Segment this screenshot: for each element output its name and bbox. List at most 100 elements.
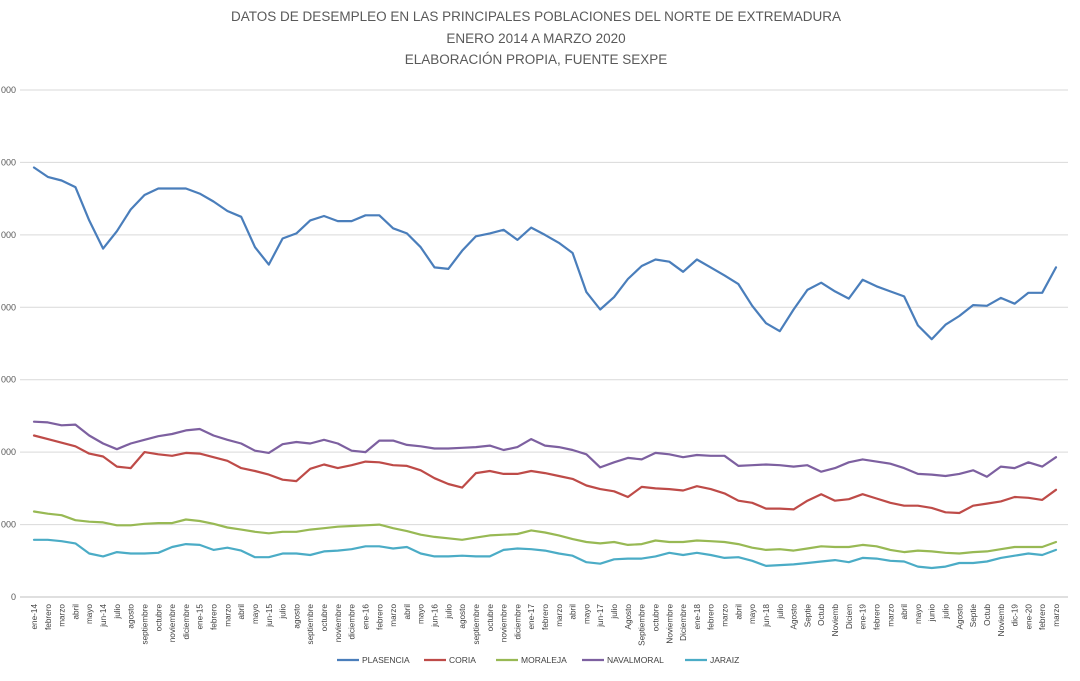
data-point	[1027, 497, 1029, 499]
data-point	[240, 549, 242, 551]
x-tick-label: marzo	[389, 604, 398, 627]
data-point	[130, 552, 132, 554]
data-point	[364, 214, 366, 216]
data-point	[240, 442, 242, 444]
data-point	[958, 473, 960, 475]
x-tick-label: diciembre	[348, 604, 357, 640]
data-point	[1000, 465, 1002, 467]
data-point	[917, 565, 919, 567]
data-point	[627, 278, 629, 280]
data-point	[668, 453, 670, 455]
data-point	[489, 534, 491, 536]
x-tick-label: marzo	[223, 604, 232, 627]
data-point	[806, 562, 808, 564]
data-point	[60, 540, 62, 542]
data-point	[392, 439, 394, 441]
data-point	[337, 442, 339, 444]
data-point	[378, 545, 380, 547]
x-tick-label: Septie	[803, 604, 812, 628]
legend-label: MORALEJA	[521, 655, 567, 665]
data-point	[157, 187, 159, 189]
data-point	[682, 541, 684, 543]
chart-title-line-2: ENERO 2014 A MARZO 2020	[446, 31, 625, 46]
legend: PLASENCIA CORIA MORALEJA NAVALMORAL JARAIZ	[337, 655, 739, 665]
data-point	[74, 542, 76, 544]
data-point	[751, 464, 753, 466]
y-tick-label: 000	[1, 85, 16, 95]
data-point	[530, 226, 532, 228]
data-point	[1013, 496, 1015, 498]
data-point	[199, 452, 201, 454]
data-point	[1027, 292, 1029, 294]
data-point	[199, 520, 201, 522]
data-point	[516, 533, 518, 535]
x-tick-label: Septiembre	[638, 604, 647, 646]
data-point	[944, 475, 946, 477]
data-point	[433, 555, 435, 557]
data-point	[47, 438, 49, 440]
data-point	[613, 541, 615, 543]
data-point	[599, 308, 601, 310]
data-point	[74, 445, 76, 447]
data-point	[668, 541, 670, 543]
data-point	[723, 541, 725, 543]
x-tick-label: febrero	[1038, 604, 1047, 630]
data-point	[116, 465, 118, 467]
chart-title-line-1: DATOS DE DESEMPLEO EN LAS PRINCIPALES PO…	[231, 9, 841, 24]
data-point	[641, 543, 643, 545]
data-point	[737, 556, 739, 558]
data-point	[60, 514, 62, 516]
x-tick-label: ene-20	[1024, 604, 1033, 630]
data-point	[861, 279, 863, 281]
data-point	[986, 502, 988, 504]
data-point	[254, 470, 256, 472]
data-point	[254, 450, 256, 452]
data-point	[585, 541, 587, 543]
data-point	[281, 237, 283, 239]
data-point	[558, 446, 560, 448]
x-tick-label: abril	[900, 604, 909, 620]
data-point	[309, 442, 311, 444]
data-point	[765, 507, 767, 509]
data-point	[641, 557, 643, 559]
x-tick-label: abril	[71, 604, 80, 620]
data-point	[751, 305, 753, 307]
data-point	[834, 467, 836, 469]
x-tick-label: marzo	[721, 604, 730, 627]
data-point	[461, 539, 463, 541]
legend-item-plasencia: PLASENCIA	[337, 655, 410, 665]
x-tick-label: Noviembre	[665, 604, 674, 644]
data-point	[226, 547, 228, 549]
legend-label: JARAIZ	[710, 655, 739, 665]
data-point	[226, 526, 228, 528]
x-tick-label: mayo	[914, 604, 923, 624]
data-point	[33, 539, 35, 541]
data-point	[765, 549, 767, 551]
data-point	[972, 505, 974, 507]
data-point	[74, 186, 76, 188]
data-point	[1013, 303, 1015, 305]
data-point	[420, 445, 422, 447]
data-point	[268, 263, 270, 265]
data-point	[447, 268, 449, 270]
x-tick-label: marzo	[886, 604, 895, 627]
data-point	[1027, 546, 1029, 548]
data-point	[641, 458, 643, 460]
data-point	[723, 455, 725, 457]
data-point	[944, 324, 946, 326]
data-point	[171, 522, 173, 524]
data-point	[627, 544, 629, 546]
data-point	[420, 469, 422, 471]
x-tick-label: Diciem	[845, 604, 854, 629]
x-tick-label: marzo	[58, 604, 67, 627]
data-point	[33, 434, 35, 436]
data-point	[268, 556, 270, 558]
y-tick-label: 000	[1, 302, 16, 312]
data-point	[765, 565, 767, 567]
data-point	[420, 552, 422, 554]
data-point	[489, 232, 491, 234]
data-point	[1013, 467, 1015, 469]
data-point	[143, 552, 145, 554]
data-point	[806, 464, 808, 466]
data-point	[502, 549, 504, 551]
